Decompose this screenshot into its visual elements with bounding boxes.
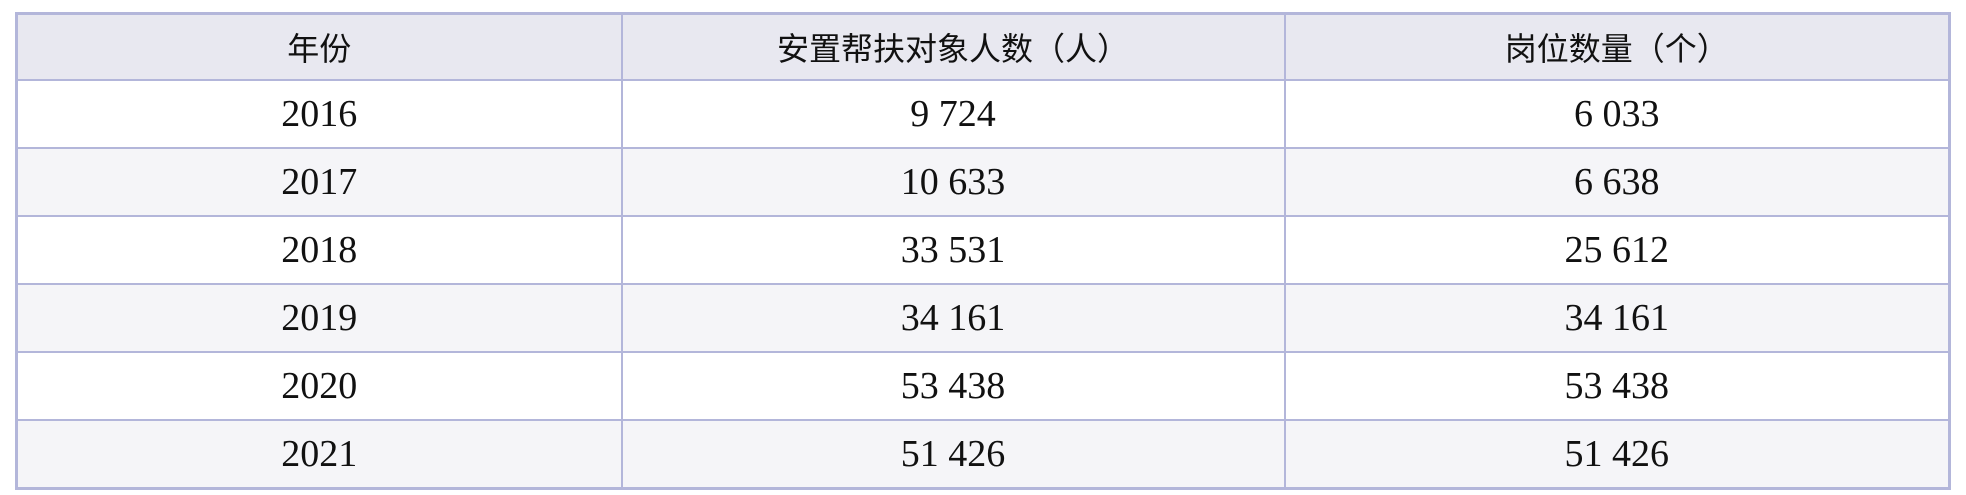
header-people: 安置帮扶对象人数（人） bbox=[620, 12, 1286, 81]
table-row: 2021 51 426 51 426 bbox=[15, 419, 1951, 490]
table-row: 2018 33 531 25 612 bbox=[15, 215, 1951, 285]
cell-people: 53 438 bbox=[620, 351, 1286, 421]
cell-year: 2017 bbox=[15, 147, 623, 217]
cell-jobs: 53 438 bbox=[1283, 351, 1951, 421]
table-row: 2016 9 724 6 033 bbox=[15, 79, 1951, 149]
cell-jobs: 51 426 bbox=[1283, 419, 1951, 490]
cell-people: 51 426 bbox=[620, 419, 1286, 490]
cell-year: 2016 bbox=[15, 79, 623, 149]
header-year: 年份 bbox=[15, 12, 623, 81]
cell-jobs: 6 638 bbox=[1283, 147, 1951, 217]
cell-jobs: 6 033 bbox=[1283, 79, 1951, 149]
cell-year: 2020 bbox=[15, 351, 623, 421]
data-table: 年份 安置帮扶对象人数（人） 岗位数量（个） 2016 9 724 6 033 201… bbox=[15, 12, 1951, 490]
cell-year: 2021 bbox=[15, 419, 623, 490]
header-row: 年份 安置帮扶对象人数（人） 岗位数量（个） bbox=[15, 12, 1951, 81]
cell-people: 10 633 bbox=[620, 147, 1286, 217]
cell-people: 33 531 bbox=[620, 215, 1286, 285]
cell-year: 2018 bbox=[15, 215, 623, 285]
cell-people: 34 161 bbox=[620, 283, 1286, 353]
table-row: 2017 10 633 6 638 bbox=[15, 147, 1951, 217]
cell-jobs: 25 612 bbox=[1283, 215, 1951, 285]
table-row: 2019 34 161 34 161 bbox=[15, 283, 1951, 353]
cell-year: 2019 bbox=[15, 283, 623, 353]
table-row: 2020 53 438 53 438 bbox=[15, 351, 1951, 421]
header-jobs: 岗位数量（个） bbox=[1283, 12, 1951, 81]
cell-jobs: 34 161 bbox=[1283, 283, 1951, 353]
cell-people: 9 724 bbox=[620, 79, 1286, 149]
